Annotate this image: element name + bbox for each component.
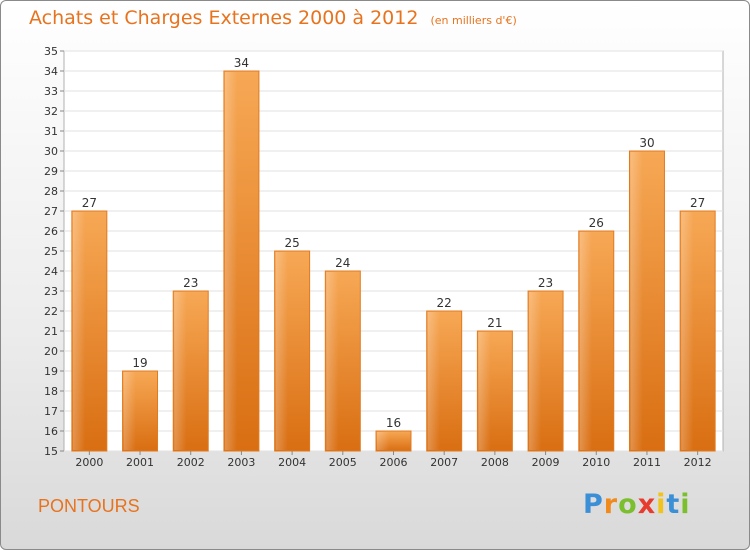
x-tick-label: 2009 — [532, 456, 560, 469]
logo-letter: r — [603, 489, 619, 520]
y-axis: 15 16 17 18 19 20 21 22 23 24 25 26 27 28 29 30 31 32 33 34… — [44, 45, 64, 458]
bar-value-label: 23 — [538, 276, 553, 290]
bar-highlight — [478, 332, 491, 450]
x-tick-label: 2004 — [278, 456, 306, 469]
y-tick-label: 19 — [44, 365, 58, 378]
logo-letter: o — [618, 489, 638, 520]
y-tick-label: 30 — [44, 145, 58, 158]
x-tick-label: 2006 — [380, 456, 408, 469]
bar-highlight — [427, 312, 440, 450]
y-tick-label: 26 — [44, 225, 58, 238]
y-tick-label: 34 — [44, 65, 58, 78]
y-tick-label: 17 — [44, 405, 58, 418]
x-tick-label: 2000 — [75, 456, 103, 469]
x-tick-label: 2008 — [481, 456, 509, 469]
bar-value-label: 27 — [690, 196, 705, 210]
logo-letter: P — [583, 489, 604, 520]
x-tick-label: 2002 — [177, 456, 205, 469]
logo-letter: i — [680, 489, 691, 520]
x-tick-label: 2001 — [126, 456, 154, 469]
x-axis: 2000 2001 2002 2003 2004 2005 2006 2007 2008 2009… — [75, 451, 712, 469]
bar-value-label: 24 — [335, 256, 350, 270]
bar-highlight — [529, 292, 542, 450]
y-tick-label: 23 — [44, 285, 58, 298]
x-tick-label: 2007 — [430, 456, 458, 469]
bar-value-label: 30 — [639, 136, 654, 150]
bar-value-label: 34 — [234, 56, 249, 70]
y-tick-label: 32 — [44, 105, 58, 118]
y-tick-label: 22 — [44, 305, 58, 318]
y-tick-label: 25 — [44, 245, 58, 258]
bar-value-label: 25 — [284, 236, 299, 250]
bar-highlight — [579, 232, 593, 450]
y-tick-label: 21 — [44, 325, 58, 338]
bar-highlight — [630, 152, 643, 450]
x-tick-label: 2011 — [633, 456, 661, 469]
y-tick-label: 20 — [44, 345, 58, 358]
bar-highlight — [377, 432, 390, 450]
bar-value-label: 19 — [132, 356, 147, 370]
chart-title: Achats et Charges Externes 2000 à 2012 (e… — [29, 7, 517, 29]
bar-value-label: 23 — [183, 276, 198, 290]
bars: 27 19 23 34 25 24 16 22 21 23 26 30 27 — [71, 56, 716, 452]
bar-highlight — [326, 272, 339, 450]
commune-name: PONTOURS — [38, 496, 140, 516]
bar-highlight — [123, 372, 136, 450]
x-tick-label: 2012 — [684, 456, 712, 469]
logo-letter: x — [637, 489, 657, 520]
proxiti-logo: Proxiti — [583, 489, 691, 520]
y-tick-label: 18 — [44, 385, 58, 398]
y-tick-label: 31 — [44, 125, 58, 138]
y-tick-label: 27 — [44, 205, 58, 218]
y-tick-label: 15 — [44, 445, 58, 458]
title-unit: (en milliers d'€) — [430, 14, 517, 27]
x-tick-label: 2010 — [582, 456, 610, 469]
x-tick-label: 2003 — [227, 456, 255, 469]
y-tick-label: 24 — [44, 265, 58, 278]
y-tick-label: 35 — [44, 45, 58, 58]
bar-value-label: 16 — [386, 416, 401, 430]
x-tick-label: 2005 — [329, 456, 357, 469]
logo-letter: i — [656, 489, 667, 520]
y-tick-label: 29 — [44, 165, 58, 178]
bar-highlight — [224, 72, 238, 450]
bar-value-label: 26 — [589, 216, 604, 230]
bar-value-label: 22 — [437, 296, 452, 310]
title-text: Achats et Charges Externes 2000 à 2012 — [29, 7, 419, 29]
bar-value-label: 21 — [487, 316, 502, 330]
y-tick-label: 16 — [44, 425, 58, 438]
grid-lines — [64, 50, 723, 452]
bar-highlight — [72, 212, 86, 450]
bar-highlight — [681, 212, 694, 450]
bar-highlight — [174, 292, 187, 450]
y-tick-label: 28 — [44, 185, 58, 198]
bar-value-label: 27 — [82, 196, 97, 210]
bar-highlight — [275, 252, 288, 450]
logo-letter: t — [666, 489, 681, 520]
y-tick-label: 33 — [44, 85, 58, 98]
